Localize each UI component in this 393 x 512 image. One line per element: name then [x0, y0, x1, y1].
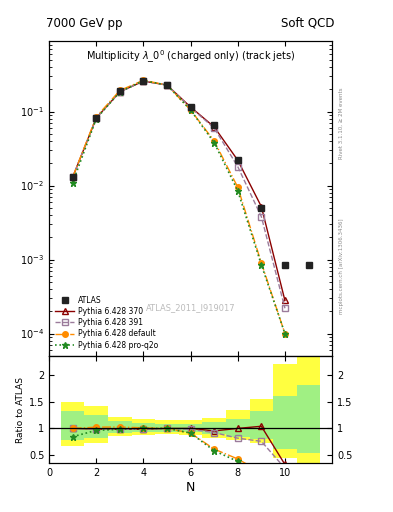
Y-axis label: Ratio to ATLAS: Ratio to ATLAS	[16, 377, 25, 442]
Legend: ATLAS, Pythia 6.428 370, Pythia 6.428 391, Pythia 6.428 default, Pythia 6.428 pr: ATLAS, Pythia 6.428 370, Pythia 6.428 39…	[53, 293, 161, 352]
X-axis label: N: N	[186, 481, 195, 494]
Text: ATLAS_2011_I919017: ATLAS_2011_I919017	[146, 303, 235, 312]
Text: 7000 GeV pp: 7000 GeV pp	[46, 17, 123, 30]
Text: Soft QCD: Soft QCD	[281, 17, 335, 30]
Text: Multiplicity $\lambda\_0^0$ (charged only) (track jets): Multiplicity $\lambda\_0^0$ (charged onl…	[86, 49, 296, 66]
Text: mcplots.cern.ch [arXiv:1306.3436]: mcplots.cern.ch [arXiv:1306.3436]	[339, 219, 344, 314]
Text: Rivet 3.1.10, ≥ 2M events: Rivet 3.1.10, ≥ 2M events	[339, 87, 344, 159]
